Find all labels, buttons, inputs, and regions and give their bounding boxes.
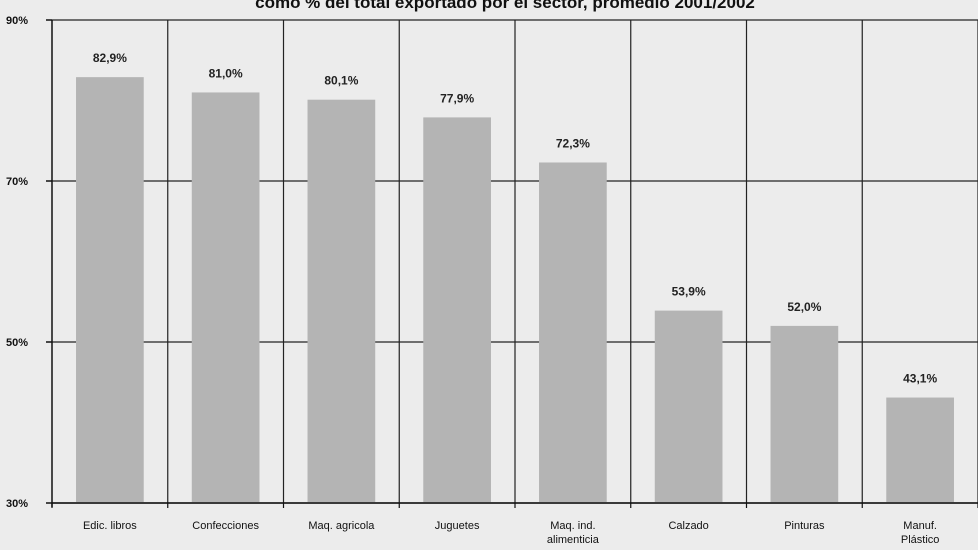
data-label: 81,0% bbox=[209, 66, 243, 80]
category-label: Maq. ind. bbox=[550, 520, 595, 532]
data-label: 82,9% bbox=[93, 51, 127, 65]
y-tick-label: 50% bbox=[6, 337, 28, 349]
bar bbox=[539, 162, 607, 504]
bar bbox=[307, 99, 376, 503]
y-tick-label: 90% bbox=[6, 15, 28, 27]
bar bbox=[654, 310, 723, 503]
bar bbox=[770, 325, 839, 503]
data-label: 80,1% bbox=[324, 74, 358, 88]
y-tick-label: 30% bbox=[6, 498, 28, 510]
bar bbox=[886, 397, 954, 503]
bar bbox=[76, 77, 144, 503]
data-label: 72,3% bbox=[556, 136, 590, 150]
grid-lines bbox=[52, 19, 978, 504]
labels: 82,9% 81,0% 80,1% 77,9% 72,3% 53,9% 52,0% 43,1%… bbox=[6, 15, 939, 546]
category-label: Edic. libros bbox=[83, 520, 137, 532]
category-label: Juguetes bbox=[435, 520, 480, 532]
y-tick-label: 70% bbox=[6, 176, 28, 188]
data-label: 53,9% bbox=[672, 285, 706, 299]
bar bbox=[191, 92, 260, 503]
category-label: alimenticia bbox=[547, 534, 600, 546]
data-label: 77,9% bbox=[440, 91, 474, 105]
category-label: Plástico bbox=[901, 534, 940, 546]
category-label: Confecciones bbox=[192, 520, 259, 532]
data-label: 52,0% bbox=[787, 300, 821, 314]
category-label: Pinturas bbox=[784, 520, 825, 532]
bar bbox=[423, 117, 491, 503]
category-label: Calzado bbox=[668, 520, 708, 532]
bars bbox=[76, 77, 954, 504]
chart-title: como % del total exportado por el sector… bbox=[255, 0, 755, 12]
category-label: Manuf. bbox=[903, 520, 937, 532]
category-label: Maq. agricola bbox=[308, 520, 375, 532]
axes bbox=[46, 19, 978, 508]
data-label: 43,1% bbox=[903, 372, 937, 386]
